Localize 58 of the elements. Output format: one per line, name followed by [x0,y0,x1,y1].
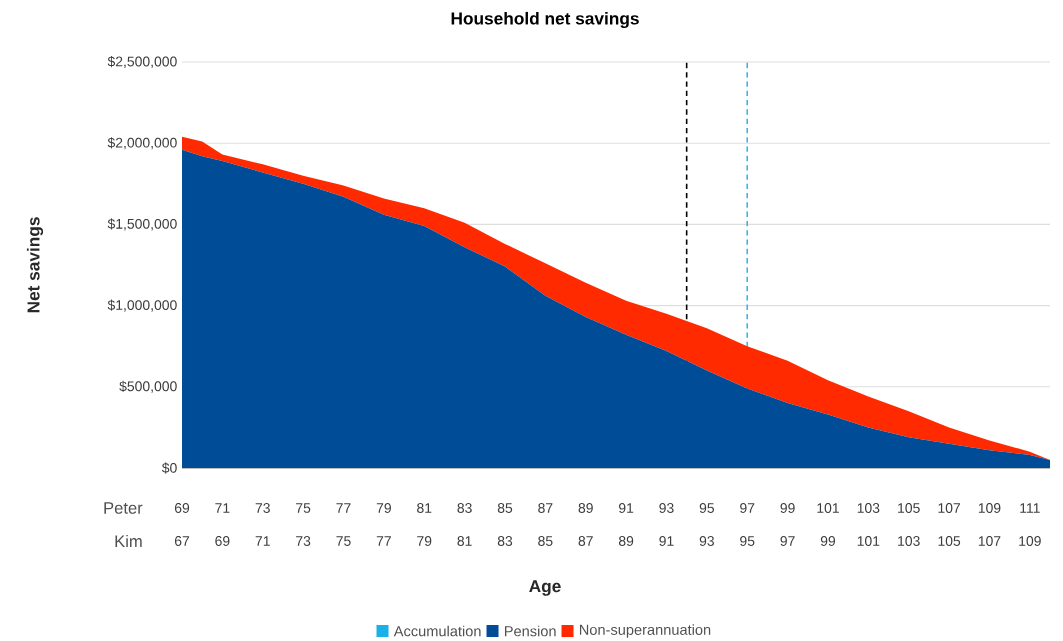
x2-tick-label: 67 [174,536,190,546]
x2-tick-label: 85 [538,536,553,546]
x2-tick-label: 91 [659,536,674,546]
x2-tick-label: 93 [699,536,714,546]
y-tick-label: $1,500,000 [107,218,177,231]
x2-tick-label: 83 [497,536,513,546]
x2-tick-label: 89 [618,536,634,546]
x2-tick-label: 107 [978,536,1001,546]
x2-tick-label: 73 [296,536,311,546]
x-tick-label: 85 [497,503,513,513]
y-axis-title: Net savings [26,217,44,313]
x-tick-label: 99 [780,503,795,513]
y-tick-label: $0 [161,462,177,474]
x2-tick-label: 79 [417,536,432,546]
x-axis-title: Age [529,580,561,596]
x-tick-label: 79 [376,503,391,513]
x-tick-label: 101 [817,503,839,513]
legend-label: Accumulation [393,625,481,637]
x-tick-label: 77 [336,503,351,513]
y-tick-label: $500,000 [119,380,177,393]
legend-label: Non-superannuation [579,624,711,638]
x2-tick-label: 75 [336,536,351,546]
x-tick-label: 105 [898,503,920,513]
x2-tick-label: 109 [1019,536,1041,546]
x2-tick-label: 81 [457,536,472,546]
x-tick-label: 107 [938,503,960,513]
x-tick-label: 69 [174,503,190,513]
x-tick-label: 93 [659,503,674,513]
x-tick-label: 73 [255,503,270,513]
x2-tick-label: 99 [820,536,836,546]
x-tick-label: 83 [457,503,472,513]
x-tick-label: 89 [578,503,593,513]
x2-tick-label: 105 [938,536,961,546]
x-tick-label: 75 [296,503,311,513]
x-tick-label: 103 [857,503,880,513]
legend-label: Pension [504,625,556,637]
x-tick-label: 111 [1020,503,1040,513]
x-tick-label: 109 [978,503,1001,513]
x-tick-label: 87 [538,503,553,513]
x2-tick-label: 95 [740,536,755,546]
x2-tick-label: 87 [578,536,593,546]
x2-tick-label: 101 [857,536,880,546]
x-tick-label: 81 [417,503,432,513]
y-tick-label: $1,000,000 [107,299,177,312]
x-tick-label: 95 [699,503,715,513]
x2-tick-label: 97 [780,536,795,546]
x2-tick-label: 103 [898,536,920,546]
text: Peter [104,502,143,514]
x2-tick-label: 71 [255,536,270,546]
x2-tick-label: 69 [215,536,230,546]
chart-title: Household net savings [451,11,639,29]
x-tick-label: 71 [215,503,230,513]
text: Kim [115,534,142,548]
y-tick-label: $2,000,000 [107,137,177,150]
x-tick-label: 91 [618,503,634,513]
x2-tick-label: 77 [376,536,391,546]
y-tick-label: $2,500,000 [107,55,177,69]
x-tick-label: 97 [740,503,755,513]
